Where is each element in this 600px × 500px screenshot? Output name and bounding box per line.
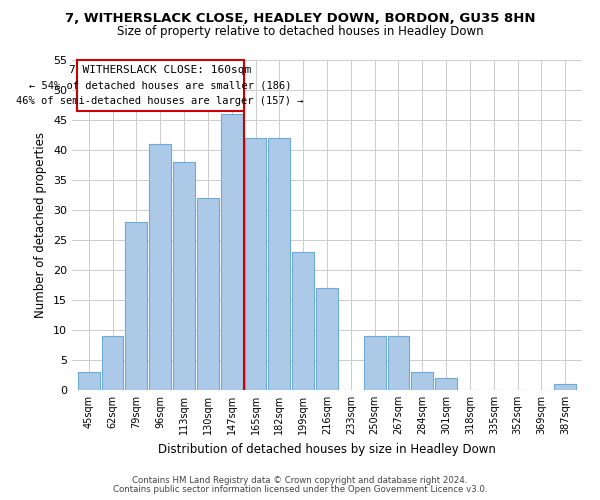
Text: 7 WITHERSLACK CLOSE: 160sqm: 7 WITHERSLACK CLOSE: 160sqm: [69, 65, 251, 75]
Bar: [221, 114, 242, 390]
Y-axis label: Number of detached properties: Number of detached properties: [34, 132, 47, 318]
Text: Size of property relative to detached houses in Headley Down: Size of property relative to detached ho…: [116, 25, 484, 38]
Bar: [78, 372, 100, 390]
Bar: [173, 162, 195, 390]
Text: 7, WITHERSLACK CLOSE, HEADLEY DOWN, BORDON, GU35 8HN: 7, WITHERSLACK CLOSE, HEADLEY DOWN, BORD…: [65, 12, 535, 26]
Bar: [245, 138, 266, 390]
Text: Contains HM Land Registry data © Crown copyright and database right 2024.: Contains HM Land Registry data © Crown c…: [132, 476, 468, 485]
X-axis label: Distribution of detached houses by size in Headley Down: Distribution of detached houses by size …: [158, 442, 496, 456]
Bar: [412, 372, 433, 390]
Bar: [435, 378, 457, 390]
Bar: [268, 138, 290, 390]
Bar: [101, 336, 124, 390]
Bar: [125, 222, 148, 390]
Text: 46% of semi-detached houses are larger (157) →: 46% of semi-detached houses are larger (…: [16, 96, 304, 106]
Text: Contains public sector information licensed under the Open Government Licence v3: Contains public sector information licen…: [113, 484, 487, 494]
Bar: [388, 336, 409, 390]
Bar: [149, 144, 171, 390]
Bar: [316, 288, 338, 390]
Bar: [197, 198, 219, 390]
FancyBboxPatch shape: [77, 60, 244, 111]
Text: ← 54% of detached houses are smaller (186): ← 54% of detached houses are smaller (18…: [29, 81, 292, 91]
Bar: [292, 252, 314, 390]
Bar: [364, 336, 386, 390]
Bar: [554, 384, 576, 390]
